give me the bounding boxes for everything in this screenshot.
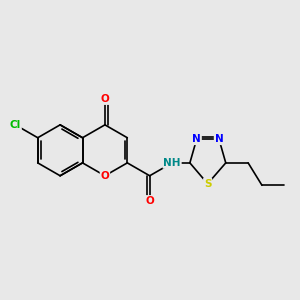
Text: N: N <box>192 134 201 144</box>
Text: N: N <box>214 134 224 144</box>
Text: O: O <box>100 171 109 181</box>
Text: Cl: Cl <box>10 120 21 130</box>
Text: S: S <box>204 179 212 189</box>
Text: NH: NH <box>163 158 181 168</box>
Text: O: O <box>145 196 154 206</box>
Text: O: O <box>100 94 109 104</box>
